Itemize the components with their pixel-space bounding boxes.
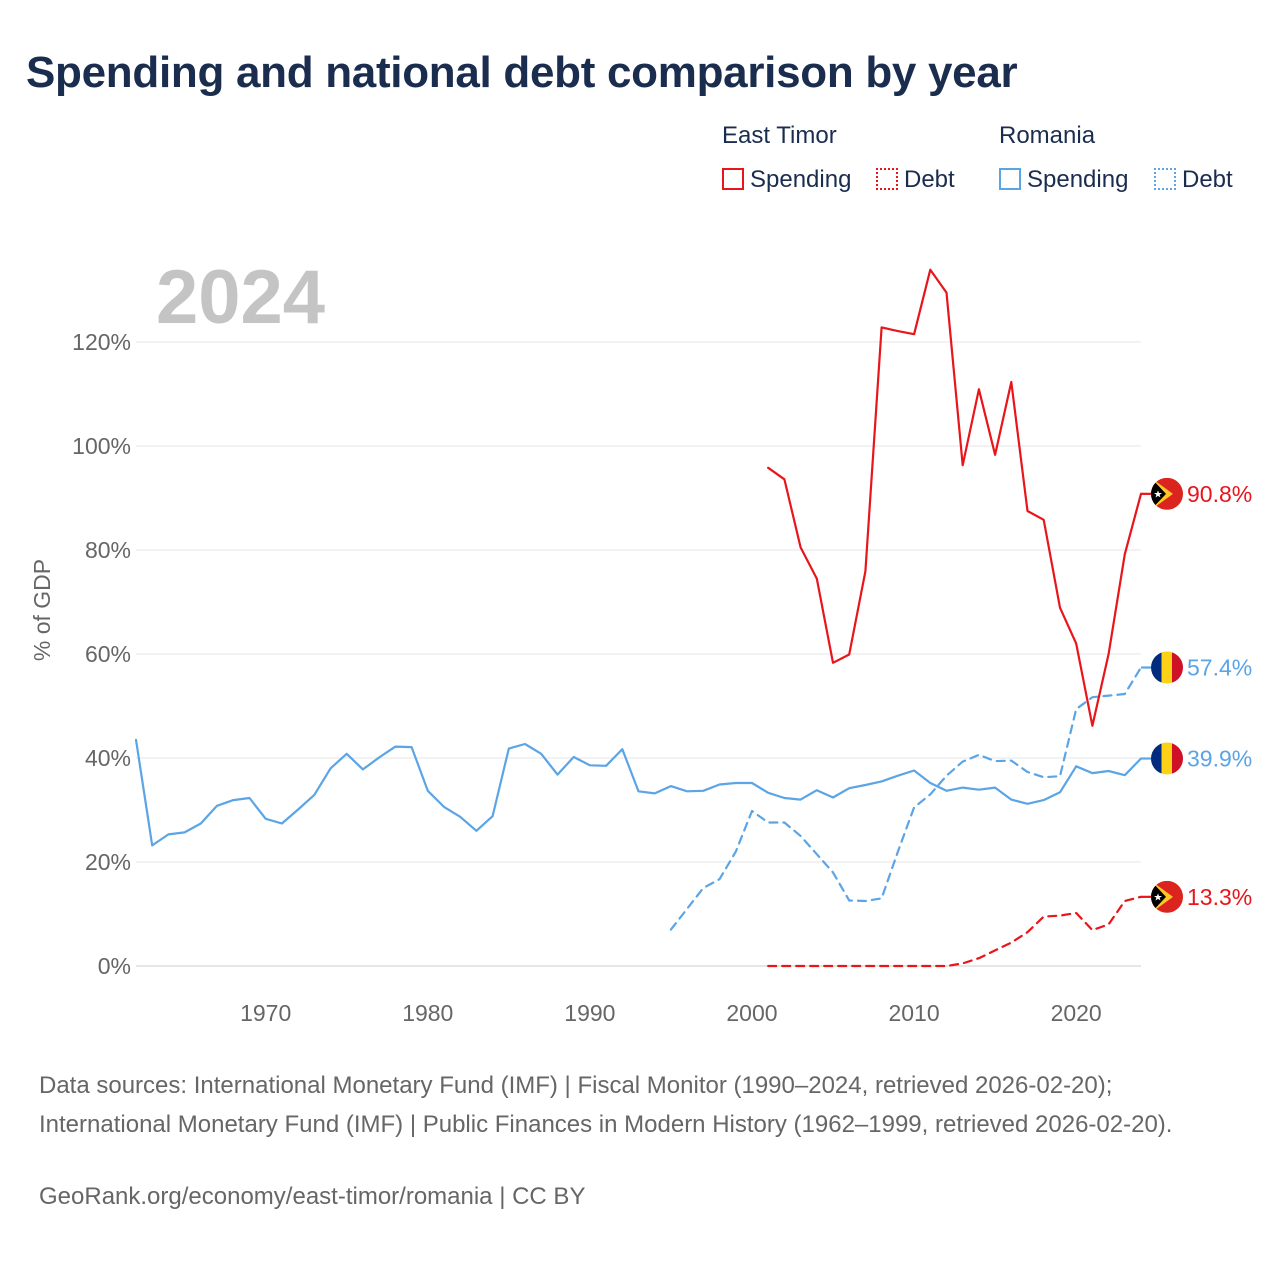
end-value-label: 13.3% [1187, 884, 1252, 910]
series-line-romania-debt [669, 666, 1143, 931]
legend-swatch-dotted-icon [1154, 168, 1176, 190]
x-tick-label: 1980 [402, 1000, 453, 1026]
year-watermark: 2024 [156, 255, 325, 340]
y-axis-label: % of GDP [29, 559, 55, 661]
legend-item-east-timor-debt[interactable]: Debt [876, 166, 955, 194]
y-tick-label: 80% [85, 537, 131, 563]
legend-group-east-timor: East Timor [722, 122, 837, 149]
series-layer [134, 268, 1143, 968]
x-tick-label: 2020 [1051, 1000, 1102, 1026]
y-tick-label: 0% [98, 953, 131, 979]
x-tick-label: 2010 [888, 1000, 939, 1026]
legend: East Timor Spending Debt Romania Spendin… [722, 122, 1262, 202]
end-value-label: 90.8% [1187, 481, 1252, 507]
east-timor-flag-icon [1151, 880, 1183, 913]
y-tick-label: 20% [85, 849, 131, 875]
y-axis-ticks: 0% 20% 40% 60% 80% 100% 120% [72, 329, 131, 979]
romania-flag-icon [1151, 651, 1183, 684]
legend-label: Spending [750, 166, 852, 193]
line-chart: 2024 0% 20% 40% 60% 80% 100% 120% 1970 1980 1990… [29, 255, 1252, 1026]
east-timor-flag-icon [1151, 477, 1183, 510]
x-tick-label: 2000 [726, 1000, 777, 1026]
legend-label: Debt [1182, 166, 1233, 193]
data-sources: Data sources: International Monetary Fun… [39, 1072, 1173, 1138]
grid-lines [136, 341, 1141, 967]
end-value-label: 57.4% [1187, 655, 1252, 681]
series-line-romania-spending [134, 738, 1143, 847]
x-tick-label: 1990 [564, 1000, 615, 1026]
legend-label: Debt [904, 166, 955, 193]
y-tick-label: 40% [85, 745, 131, 771]
legend-item-romania-spending[interactable]: Spending [999, 166, 1128, 194]
chart-title: Spending and national debt comparison by… [26, 48, 1018, 97]
legend-swatch-dotted-icon [876, 168, 898, 190]
x-axis-ticks: 1970 1980 1990 2000 2010 2020 [240, 1000, 1102, 1026]
y-tick-label: 60% [85, 641, 131, 667]
x-tick-label: 1970 [240, 1000, 291, 1026]
legend-item-romania-debt[interactable]: Debt [1154, 166, 1233, 194]
end-value-label: 39.9% [1187, 746, 1252, 772]
series-line-east-timor-debt [767, 895, 1143, 968]
credit-line: GeoRank.org/economy/east-timor/romania |… [39, 1183, 586, 1210]
series-line-east-timor-spending [767, 268, 1143, 727]
legend-item-east-timor-spending[interactable]: Spending [722, 166, 851, 194]
y-tick-label: 120% [72, 329, 131, 355]
legend-label: Spending [1027, 166, 1129, 193]
legend-group-romania: Romania [999, 122, 1096, 149]
legend-swatch-solid-icon [722, 168, 744, 190]
legend-swatch-solid-icon [999, 168, 1021, 190]
y-tick-label: 100% [72, 433, 131, 459]
romania-flag-icon [1151, 742, 1183, 775]
end-markers: 39.9% 57.4% 90.8% 13.3% [1141, 477, 1252, 913]
